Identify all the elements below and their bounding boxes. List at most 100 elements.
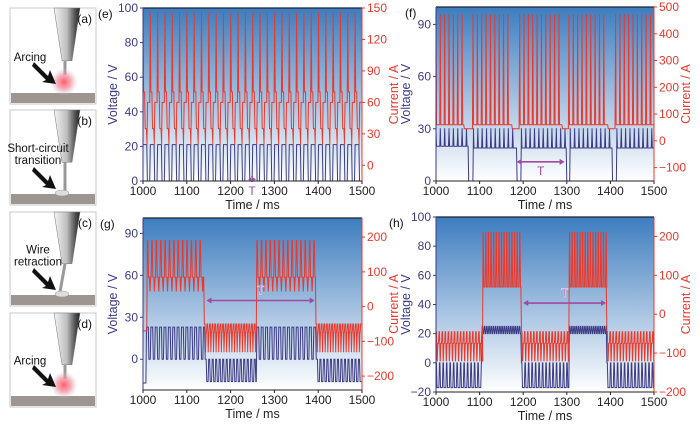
schematic-panel: (a) Arcing [9, 7, 97, 105]
period-label: T [537, 164, 545, 178]
x-tick-label: 1000 [130, 393, 157, 407]
y2-tick-label: 100 [659, 107, 679, 121]
arrowhead-icon [248, 176, 257, 183]
schematic-label: Wire [26, 244, 50, 256]
x-tick-label: 1500 [349, 184, 376, 198]
x-tick-label: 1100 [174, 393, 200, 407]
y2-tick-label: 400 [659, 27, 679, 41]
x-tick-label: 1100 [467, 395, 493, 409]
panel-letter: (b) [77, 114, 92, 128]
x-tick-label: 1400 [305, 184, 332, 198]
y-axis-title: Voltage / V [106, 273, 120, 334]
voltage-series [435, 128, 654, 182]
y2-tick-label: 0 [367, 300, 374, 314]
y2-tick-label: 0 [659, 134, 666, 148]
workpiece [11, 194, 95, 204]
chart-panel: 1000 1100 1200 1300 1400 1500 0 30 60 90 −200 −100 0… [100, 217, 401, 421]
panel-frame [9, 109, 97, 206]
y2-tick-label: −100 [659, 161, 686, 175]
y2-tick-label: −100 [367, 334, 394, 348]
current-series [142, 12, 362, 145]
panel-letter: (d) [77, 317, 92, 331]
charts: 1000 1100 1200 1300 1400 15000204060801000306… [98, 0, 693, 423]
schematic-label: Short-circuit [7, 143, 69, 155]
x-tick-label: 1300 [553, 184, 580, 198]
y2-tick-label: 200 [659, 229, 679, 243]
x-tick-label: 1400 [597, 184, 624, 198]
y-tick-label: 30 [125, 310, 139, 324]
panel-letter: (f) [405, 6, 416, 20]
y-tick-label: 0 [131, 174, 138, 188]
x-axis-title: Time / ms [518, 198, 572, 212]
plot-background [143, 218, 362, 390]
voltage-series [143, 144, 362, 182]
x-axis-title: Time / ms [225, 198, 279, 212]
y2-tick-label: −200 [659, 385, 686, 399]
x-axis-title: Time / ms [225, 407, 279, 421]
wire [58, 263, 67, 293]
x-tick-label: 1000 [130, 184, 157, 198]
current-series [435, 14, 654, 130]
x-tick-label: 1200 [510, 184, 537, 198]
panel-letter: (a) [77, 12, 92, 26]
x-tick-label: 1300 [261, 184, 288, 198]
x-tick-label: 1200 [217, 393, 244, 407]
y2-tick-label: 30 [367, 127, 381, 141]
y-tick-label: 20 [418, 327, 432, 341]
y2-axis-title: Current / A [679, 63, 693, 123]
y-tick-label: 0 [131, 352, 138, 366]
schematic-label: Arcing [14, 52, 47, 64]
y2-tick-label: 200 [659, 80, 679, 94]
y-tick-label: 90 [418, 17, 432, 31]
y-tick-label: 0 [424, 174, 431, 188]
x-tick-label: 1000 [423, 184, 450, 198]
period-label: T [248, 184, 256, 198]
schematic-label: transition [15, 155, 62, 167]
y2-tick-label: 60 [367, 95, 381, 109]
molten-pool [54, 290, 70, 298]
schematic-panel: (d) Arcing [9, 312, 97, 408]
arc-glow [50, 371, 78, 399]
y2-axis-title: Current / A [387, 64, 401, 124]
y2-tick-label: 0 [367, 158, 374, 172]
y2-tick-label: 100 [367, 265, 387, 279]
y2-tick-label: 500 [659, 0, 679, 14]
y2-tick-label: 200 [367, 230, 387, 244]
x-tick-label: 1300 [261, 393, 288, 407]
y-tick-label: 60 [125, 268, 139, 282]
y-tick-label: 90 [125, 226, 139, 240]
x-tick-label: 1000 [423, 395, 450, 409]
panel-letter: (c) [78, 216, 92, 230]
chart-panel: 1000 1100 1200 1300 1400 1500−20020406080100−… [389, 210, 693, 423]
x-tick-label: 1100 [174, 184, 200, 198]
panel-frame [9, 211, 97, 307]
y2-tick-label: 100 [659, 268, 679, 282]
arrow-icon [32, 62, 56, 84]
torch-nozzle [53, 312, 81, 365]
y-axis-title: Voltage / V [106, 64, 120, 125]
y-tick-label: 0 [424, 356, 431, 370]
y-tick-label: 100 [118, 1, 138, 15]
current-series [143, 240, 362, 353]
y2-tick-label: 90 [367, 64, 381, 78]
voltage-series [435, 325, 654, 389]
x-tick-label: 1400 [305, 393, 332, 407]
y-axis-title: Voltage / V [399, 274, 413, 335]
arrow-icon [32, 167, 56, 189]
y-tick-label: −20 [411, 385, 432, 399]
y-tick-label: 60 [418, 70, 432, 84]
torch-nozzle [53, 109, 81, 163]
y2-axis-title: Current / A [679, 274, 693, 334]
arrow-icon [32, 365, 56, 387]
arrow-icon [32, 268, 56, 290]
workpiece [11, 93, 95, 103]
schematic-label: retraction [14, 256, 62, 268]
chart-panel: 1000 1100 1200 1300 1400 1500 0 30 60 90 −100 0 100 2… [399, 0, 693, 212]
current-series [435, 232, 655, 362]
chart-panel: 1000 1100 1200 1300 1400 15000204060801000306… [98, 1, 401, 212]
x-tick-label: 1100 [467, 184, 493, 198]
y-tick-label: 40 [125, 105, 139, 119]
y2-axis-title: Current / A [387, 273, 401, 333]
